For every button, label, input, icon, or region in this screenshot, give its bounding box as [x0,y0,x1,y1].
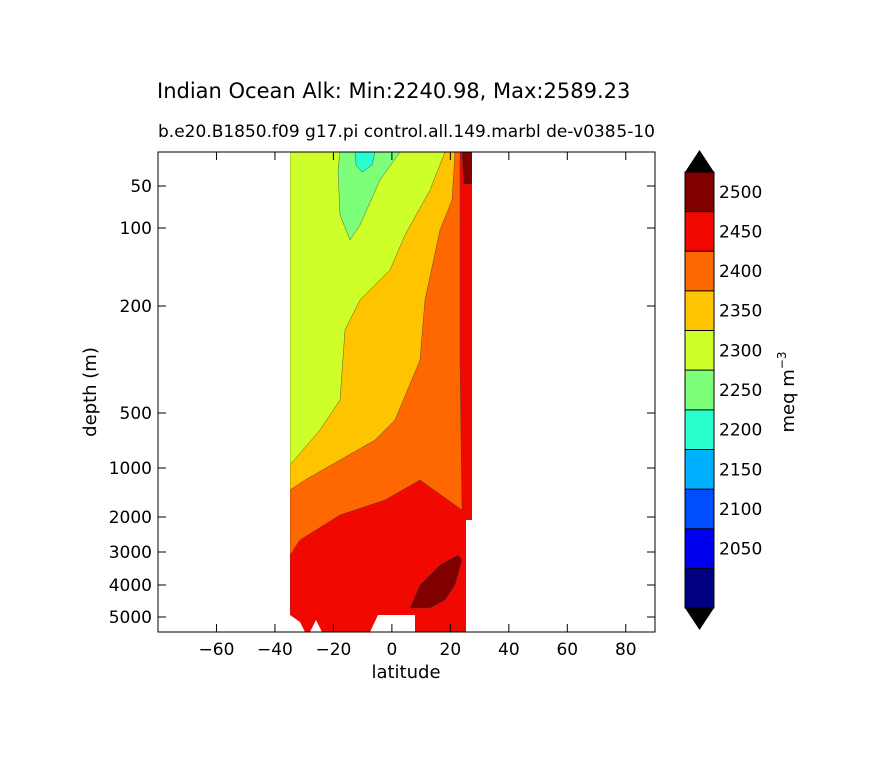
colorbar-segment [685,211,714,252]
colorbar-tick-label: 2150 [719,460,762,480]
colorbar-label-exponent: −3 [775,352,789,370]
colorbar-tick-label: 2400 [719,262,762,282]
x-axis: −60 −40 −20 0 20 40 60 80 [199,152,637,660]
svg-text:meq m−3: meq m−3 [775,352,799,433]
y-tick-label: 4000 [109,576,152,596]
colorbar-frame [684,171,715,609]
colorbar-segment [685,172,714,212]
colorbar-tick-label: 2350 [719,302,762,322]
colorbar-tick-label: 2300 [719,341,762,361]
y-tick-label: 1000 [109,459,152,479]
colorbar-extend-max [685,150,714,172]
contour-fields [158,152,655,632]
chart-subtitle-right: 5-10 [616,122,655,142]
x-tick-label: 0 [386,640,397,660]
y-tick-label: 5000 [109,608,152,628]
colorbar-segment [685,251,714,291]
colorbar-segment [685,449,714,490]
x-tick-label: 60 [556,640,578,660]
y-tick-label: 500 [120,404,152,424]
colorbar-label: meq m−3 [775,352,799,433]
land-mask-south [158,152,290,632]
y-tick-label: 100 [120,219,152,239]
y-axis-label: depth (m) [80,347,101,437]
colorbar-segment [685,290,714,331]
field-2300-2350 [289,152,446,466]
colorbar-segment [685,528,714,569]
colorbar-tick-label: 2500 [719,183,762,203]
colorbar-segment [685,489,714,529]
y-tick-label: 50 [130,177,152,197]
colorbar-extend-min [685,608,714,630]
field-2200-2250 [354,152,376,173]
plot-area: −60 −40 −20 0 20 40 60 80 50 100 200 500 1000 2000 30… [109,151,656,660]
y-tick-label: 3000 [109,543,152,563]
colorbar-tick-label: 2100 [719,500,762,520]
y-tick-label: 200 [120,297,152,317]
x-tick-label: −40 [257,640,293,660]
x-tick-label: −20 [315,640,351,660]
colorbar-tick-label: 2450 [719,222,762,242]
colorbar-tick-label: 2250 [719,381,762,401]
y-axis: 50 100 200 500 1000 2000 3000 4000 5000 [109,177,655,628]
colorbar-segment [685,330,714,371]
chart-subtitle: b.e20.B1850.f09 g17.pi control.all.149.m… [158,122,616,142]
land-mask-north [472,152,655,632]
colorbar-segment [685,409,714,450]
colorbar-segment [685,370,714,410]
colorbar-tick-label: 2200 [719,421,762,441]
field-2250-2300 [337,152,401,241]
chart-title: Indian Ocean Alk: Min:2240.98, Max:2589.… [157,79,630,103]
x-tick-label: 20 [440,640,462,660]
colorbar: 2050 2100 2150 2200 2250 2300 2350 2400 2450 2500 [684,150,762,630]
x-tick-label: −60 [199,640,235,660]
colorbar-segment [685,568,714,608]
y-tick-label: 2000 [109,508,152,528]
field-2500-2550 [409,554,463,609]
field-2500-2550-surface [461,152,473,185]
x-tick-label: 80 [615,640,637,660]
x-tick-label: 40 [498,640,520,660]
colorbar-label-text: meq m [778,369,799,432]
colorbar-tick-label: 2050 [719,540,762,560]
x-axis-label: latitude [371,662,440,683]
